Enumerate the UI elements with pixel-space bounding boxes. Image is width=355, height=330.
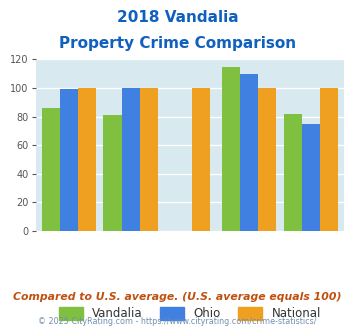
- Bar: [320, 88, 338, 231]
- Text: Property Crime Comparison: Property Crime Comparison: [59, 36, 296, 51]
- Text: 2018 Vandalia: 2018 Vandalia: [117, 10, 238, 25]
- Bar: [284, 114, 302, 231]
- Bar: [60, 89, 78, 231]
- Bar: [103, 115, 121, 231]
- Bar: [140, 88, 158, 231]
- Bar: [258, 88, 277, 231]
- Bar: [78, 88, 96, 231]
- Bar: [302, 124, 320, 231]
- Bar: [42, 108, 60, 231]
- Text: © 2025 CityRating.com - https://www.cityrating.com/crime-statistics/: © 2025 CityRating.com - https://www.city…: [38, 317, 317, 326]
- Legend: Vandalia, Ohio, National: Vandalia, Ohio, National: [54, 302, 326, 325]
- Text: Compared to U.S. average. (U.S. average equals 100): Compared to U.S. average. (U.S. average …: [13, 292, 342, 302]
- Bar: [192, 88, 210, 231]
- Bar: [121, 88, 140, 231]
- Bar: [240, 74, 258, 231]
- Bar: [222, 67, 240, 231]
